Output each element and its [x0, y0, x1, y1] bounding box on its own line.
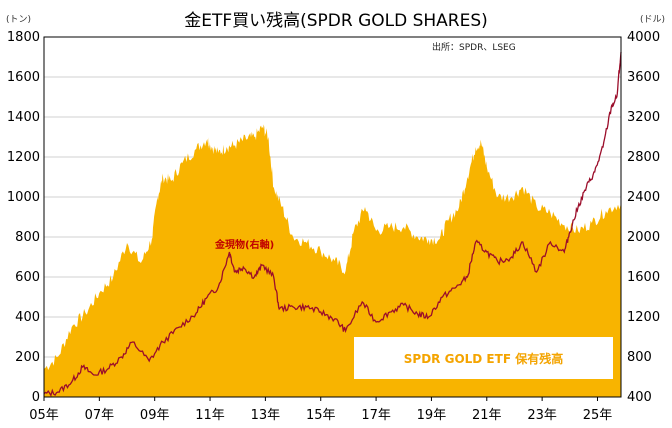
legend-label: SPDR GOLD ETF 保有残高: [403, 351, 564, 366]
x-tick-label: 05年: [29, 408, 59, 423]
x-tick-label: 09年: [140, 408, 170, 423]
chart-title: 金ETF買い残高(SPDR GOLD SHARES): [184, 11, 488, 31]
left-tick-label: 0: [32, 390, 40, 405]
right-ticks: 400 800 1200 1600 2000 2400 2800 3200 3600 4000: [627, 30, 660, 405]
right-tick-label: 3600: [627, 70, 660, 85]
x-tick-label: 19年: [417, 408, 447, 423]
right-tick-label: 800: [627, 350, 652, 365]
left-tick-label: 600: [15, 270, 40, 285]
x-tick-label: 25年: [583, 408, 613, 423]
right-tick-label: 2800: [627, 150, 660, 165]
x-tick-label: 07年: [85, 408, 115, 423]
legend-box: SPDR GOLD ETF 保有残高: [354, 337, 613, 379]
right-tick-label: 4000: [627, 30, 660, 45]
gold-spot-annotation: 金現物(右軸): [214, 238, 274, 251]
left-tick-label: 1000: [7, 190, 40, 205]
right-tick-label: 1200: [627, 310, 660, 325]
right-tick-label: 3200: [627, 110, 660, 125]
area-layer: [44, 124, 621, 398]
right-axis-unit: (ドル): [640, 15, 665, 25]
right-tick-label: 2000: [627, 230, 660, 245]
x-tick-label: 13年: [251, 408, 281, 423]
x-tick-label: 23年: [527, 408, 557, 423]
line-layer: [43, 51, 622, 397]
right-tick-label: 2400: [627, 190, 660, 205]
left-axis-unit: (トン): [6, 15, 31, 25]
x-tick-label: 21年: [472, 408, 502, 423]
right-tick-label: 1600: [627, 270, 660, 285]
x-tick-label: 15年: [306, 408, 336, 423]
source-note: 出所：SPDR、LSEG: [432, 41, 516, 53]
gold-spot-line: [43, 51, 622, 397]
x-ticks: 05年 07年 09年 11年 13年 15年 17年 19年 21年 23年 25年: [29, 397, 612, 423]
left-tick-label: 1400: [7, 110, 40, 125]
left-tick-label: 800: [15, 230, 40, 245]
etf-holdings-area: [44, 124, 621, 398]
plot-frame: [43, 36, 622, 398]
x-tick-label: 17年: [361, 408, 391, 423]
left-tick-label: 200: [15, 350, 40, 365]
x-tick-label: 11年: [195, 408, 225, 423]
right-tick-label: 400: [627, 390, 652, 405]
left-ticks: 0 200 400 600 800 1000 1200 1400 1600 1800: [7, 30, 40, 405]
left-tick-label: 1600: [7, 70, 40, 85]
left-tick-label: 1200: [7, 150, 40, 165]
left-tick-label: 1800: [7, 30, 40, 45]
left-tick-label: 400: [15, 310, 40, 325]
